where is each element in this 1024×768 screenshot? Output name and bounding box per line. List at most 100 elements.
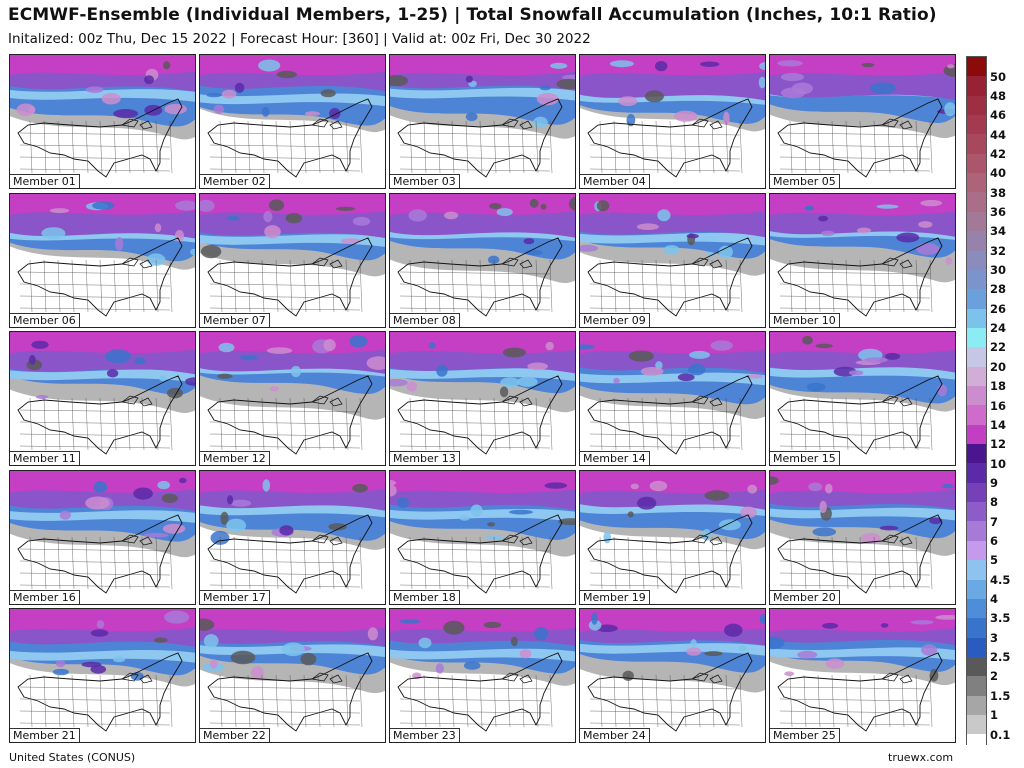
member-label: Member 21 xyxy=(10,728,80,742)
colorbar-tick-label: 4 xyxy=(990,592,999,607)
snowfall-map xyxy=(770,55,955,188)
member-label: Member 07 xyxy=(200,312,270,327)
snowfall-map xyxy=(10,332,195,465)
colorbar-tick-label: 4.5 xyxy=(990,572,1011,587)
member-label: Member 04 xyxy=(580,174,650,188)
colorbar-tick-label: 18 xyxy=(990,379,1007,394)
colorbar-swatch xyxy=(967,598,986,619)
ensemble-member-panel: Member 02 xyxy=(199,54,386,189)
snowfall-map xyxy=(390,55,575,188)
member-label: Member 18 xyxy=(390,589,460,604)
colorbar-swatch xyxy=(967,76,986,97)
ensemble-member-panel: Member 05 xyxy=(769,54,956,189)
member-label: Member 10 xyxy=(770,312,840,327)
ensemble-member-panel: Member 15 xyxy=(769,331,956,466)
colorbar-tick-label: 16 xyxy=(990,398,1007,413)
colorbar-tick-label: 46 xyxy=(990,108,1007,123)
colorbar-swatch xyxy=(967,579,986,600)
colorbar-swatch xyxy=(967,444,986,464)
snowfall-map xyxy=(390,332,575,465)
ensemble-member-panel: Member 11 xyxy=(9,331,196,466)
colorbar-swatch xyxy=(967,231,986,252)
member-label: Member 24 xyxy=(580,728,650,742)
ensemble-member-panel: Member 04 xyxy=(579,54,766,189)
colorbar-tick-label: 7 xyxy=(990,514,999,529)
member-label: Member 12 xyxy=(200,451,270,465)
colorbar-swatch xyxy=(967,57,986,77)
colorbar-tick-label: 1.5 xyxy=(990,688,1011,703)
snowfall-map xyxy=(580,332,765,465)
snowfall-map xyxy=(770,470,955,604)
ensemble-member-panel: Member 24 xyxy=(579,608,766,743)
snowfall-map xyxy=(10,470,195,604)
ensemble-member-panel: Member 07 xyxy=(199,192,386,328)
colorbar-swatch xyxy=(967,269,986,290)
ensemble-member-panel: Member 23 xyxy=(389,608,576,743)
colorbar-swatch xyxy=(967,211,986,232)
ensemble-member-panel: Member 14 xyxy=(579,331,766,466)
snowfall-map xyxy=(580,193,765,327)
ensemble-member-panel: Member 01 xyxy=(9,54,196,189)
member-label: Member 05 xyxy=(770,174,840,188)
colorbar-tick-label: 22 xyxy=(990,340,1007,355)
colorbar-swatch xyxy=(967,386,986,406)
snowfall-map xyxy=(580,55,765,188)
map-title: ECMWF-Ensemble (Individual Members, 1-25… xyxy=(8,5,937,25)
ensemble-member-panel: Member 12 xyxy=(199,331,386,466)
colorbar-swatch xyxy=(967,250,986,271)
ensemble-member-panel: Member 06 xyxy=(9,192,196,328)
snowfall-map xyxy=(390,470,575,604)
colorbar-swatch xyxy=(967,347,986,368)
colorbar-swatch xyxy=(967,134,986,155)
colorbar-tick-label: 0.1 xyxy=(990,727,1011,742)
ensemble-member-panel: Member 13 xyxy=(389,331,576,466)
brand-label: truewx.com xyxy=(888,751,954,764)
ensemble-member-panel: Member 21 xyxy=(9,608,196,743)
ensemble-member-panel: Member 16 xyxy=(9,469,196,605)
colorbar-swatch-zero xyxy=(967,734,986,746)
colorbar-tick-label: 8 xyxy=(990,495,999,510)
ensemble-member-panel: Member 08 xyxy=(389,192,576,328)
colorbar-tick-label: 3 xyxy=(990,630,999,645)
ensemble-member-panel: Member 03 xyxy=(389,54,576,189)
colorbar-tick-label: 2 xyxy=(990,669,999,684)
member-label: Member 09 xyxy=(580,312,650,327)
snowfall-map xyxy=(580,609,765,742)
colorbar-swatch xyxy=(967,153,986,174)
snowfall-map xyxy=(10,609,195,742)
colorbar-tick-label: 44 xyxy=(990,127,1007,142)
member-label: Member 06 xyxy=(10,312,80,327)
snowfall-map xyxy=(200,609,385,742)
colorbar-swatch xyxy=(967,192,986,213)
ensemble-panel-grid: Member 01 Member 02 Member 03 Member 04 Memb… xyxy=(9,54,956,745)
member-label: Member 15 xyxy=(770,451,840,465)
member-label: Member 20 xyxy=(770,589,840,604)
member-label: Member 13 xyxy=(390,451,460,465)
ensemble-member-panel: Member 18 xyxy=(389,469,576,605)
member-label: Member 17 xyxy=(200,589,270,604)
ensemble-member-panel: Member 22 xyxy=(199,608,386,743)
colorbar-swatch xyxy=(967,656,986,677)
member-label: Member 02 xyxy=(200,174,270,188)
colorbar-tick-label: 28 xyxy=(990,282,1007,297)
snowfall-map xyxy=(200,55,385,188)
colorbar-tick-label: 42 xyxy=(990,146,1007,161)
colorbar-tick-label: 24 xyxy=(990,321,1007,336)
snowfall-map xyxy=(770,609,955,742)
colorbar-tick-label: 48 xyxy=(990,88,1007,103)
colorbar-swatch xyxy=(967,463,986,484)
colorbar-swatch xyxy=(967,366,986,387)
colorbar-swatch xyxy=(967,482,986,503)
snowfall-map xyxy=(770,332,955,465)
colorbar-tick-label: 2.5 xyxy=(990,650,1011,665)
member-label: Member 19 xyxy=(580,589,650,604)
colorbar-swatch xyxy=(967,502,986,522)
colorbar-tick-label: 6 xyxy=(990,534,999,548)
ensemble-member-panel: Member 10 xyxy=(769,192,956,328)
colorbar-swatch xyxy=(967,676,986,697)
colorbar-tick-label: 1 xyxy=(990,708,999,723)
snowfall-map xyxy=(390,609,575,742)
colorbar-swatch xyxy=(967,173,986,193)
colorbar-swatch xyxy=(967,327,986,348)
colorbar-tick-label: 38 xyxy=(990,185,1007,200)
